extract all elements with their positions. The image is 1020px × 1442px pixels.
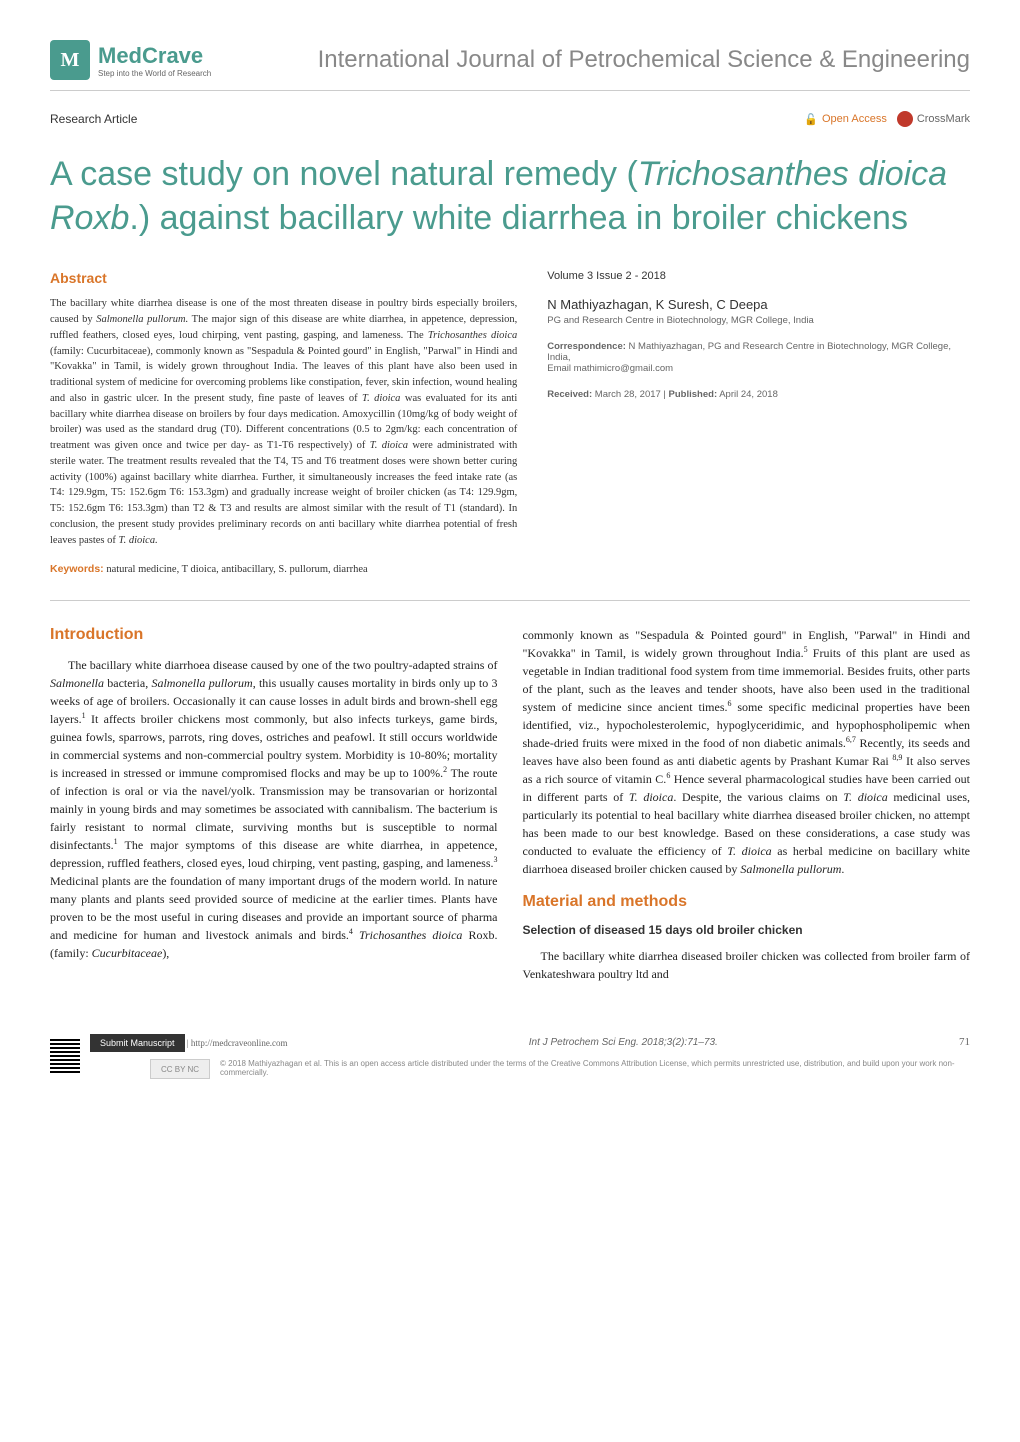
methods-sub1: Selection of diseased 15 days old broile… [523,923,971,937]
abstract-text: The bacillary white diarrhea disease is … [50,296,517,548]
barcode-icon [50,1039,80,1074]
cc-badge-icon: CC BY NC [150,1059,210,1079]
affiliation: PG and Research Centre in Biotechnology,… [547,315,970,326]
logo: M MedCrave Step into the World of Resear… [50,40,211,80]
badges: 🔓 Open Access CrossMark [804,111,970,127]
keywords-label: Keywords: [50,563,104,575]
open-access-label: Open Access [822,113,887,125]
header-divider [50,90,970,91]
crossmark-label: CrossMark [917,113,970,125]
sidebar-column: Volume 3 Issue 2 - 2018 N Mathiyazhagan,… [547,270,970,575]
open-access-badge: 🔓 Open Access [804,113,887,126]
introduction-heading: Introduction [50,626,498,644]
crossmark-icon [897,111,913,127]
introduction-text-left: The bacillary white diarrhoea disease ca… [50,656,498,962]
abstract-column: Abstract The bacillary white diarrhea di… [50,270,517,575]
meta-row: Research Article 🔓 Open Access CrossMark [50,111,970,127]
logo-tagline: Step into the World of Research [98,69,211,78]
methods-heading: Material and methods [523,893,971,911]
body-divider [50,600,970,601]
abstract-heading: Abstract [50,270,517,286]
correspondence: Correspondence: N Mathiyazhagan, PG and … [547,341,970,374]
email: mathimicro@gmail.com [571,363,673,374]
license-row: CC BY NC © 2018 Mathiyazhagan et al. Thi… [150,1059,970,1079]
correspondence-label: Correspondence: [547,341,626,352]
dates: Received: March 28, 2017 | Published: Ap… [547,389,970,400]
footer-row: Submit Manuscript | http://medcraveonlin… [50,1033,970,1051]
volume-issue: Volume 3 Issue 2 - 2018 [547,270,970,282]
keywords-text: natural medicine, T dioica, antibacillar… [104,564,368,575]
lock-open-icon: 🔓 [804,113,818,126]
article-title: A case study on novel natural remedy (Tr… [50,152,970,240]
citation: Int J Petrochem Sci Eng. 2018;3(2):71‒73… [529,1037,718,1048]
received-label: Received: [547,389,592,400]
crossmark-badge[interactable]: CrossMark [897,111,970,127]
footer: Submit Manuscript | http://medcraveonlin… [50,1023,970,1079]
email-label: Email [547,363,571,374]
header-row: M MedCrave Step into the World of Resear… [50,40,970,80]
logo-text: MedCrave Step into the World of Research [98,43,211,78]
article-type: Research Article [50,112,137,126]
main-left-column: Introduction The bacillary white diarrho… [50,626,498,983]
keywords: Keywords: natural medicine, T dioica, an… [50,563,517,575]
introduction-text-right: commonly known as "Sespadula & Pointed g… [523,626,971,878]
authors: N Mathiyazhagan, K Suresh, C Deepa [547,297,970,312]
page-number: 71 [959,1036,970,1048]
submit-url: | http://medcraveonline.com [185,1038,288,1048]
abstract-sidebar-row: Abstract The bacillary white diarrhea di… [50,270,970,575]
submit-manuscript-button[interactable]: Submit Manuscript [90,1034,185,1052]
methods-text: The bacillary white diarrhea diseased br… [523,947,971,983]
main-right-column: commonly known as "Sespadula & Pointed g… [523,626,971,983]
logo-brand: MedCrave [98,43,211,69]
logo-icon: M [50,40,90,80]
license-text: © 2018 Mathiyazhagan et al. This is an o… [220,1059,970,1077]
main-columns: Introduction The bacillary white diarrho… [50,626,970,983]
journal-title: International Journal of Petrochemical S… [318,46,970,74]
published-label: Published: [669,389,718,400]
